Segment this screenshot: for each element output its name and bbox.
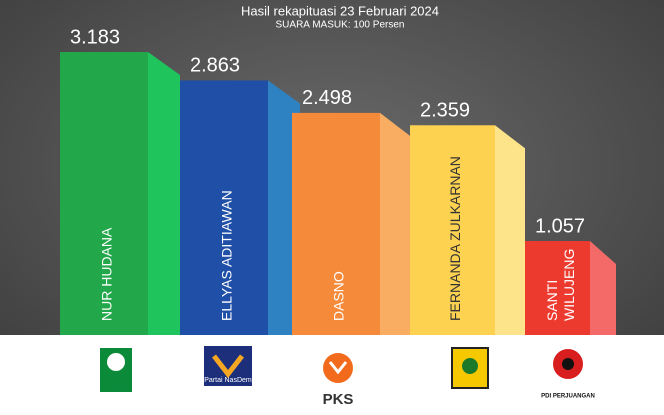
bar-side (380, 112, 410, 336)
logo-nasdem (204, 346, 252, 386)
bar-side (148, 52, 180, 335)
category-label: ELLYAS ADITIAWAN (219, 190, 235, 321)
party-label: PKB (106, 381, 126, 391)
value-label: 1.057 (535, 215, 585, 237)
party-label: PDI PERJUANGAN (541, 394, 595, 400)
category-label: DASNO (331, 271, 347, 321)
logo-pkb (100, 348, 132, 392)
bar-side (590, 241, 616, 335)
category-label: FERNANDA ZULKARNAN (447, 156, 463, 321)
logo-golkar (451, 347, 489, 389)
bar (180, 80, 268, 336)
value-label: 2.863 (190, 55, 240, 77)
logo-pdip (553, 349, 583, 379)
category-label: WILUJENG (561, 249, 577, 321)
bar (292, 112, 380, 336)
logo-pks (323, 353, 353, 383)
party-label: Partai NasDem (204, 377, 252, 384)
bar (525, 241, 590, 335)
value-label: 2.498 (302, 87, 352, 109)
value-label: 2.359 (420, 100, 470, 122)
value-label: 3.183 (70, 26, 120, 48)
party-label: PKS (323, 391, 354, 408)
bar (410, 125, 495, 335)
chart-title: Hasil rekapituasi 23 Februari 2024 (241, 3, 439, 18)
category-label: NUR HUDANA (99, 227, 115, 321)
category-label: SANTI (544, 280, 560, 321)
bar-side (495, 125, 525, 335)
chart-subtitle: SUARA MASUK: 100 Persen (276, 20, 405, 31)
bar (60, 52, 148, 335)
